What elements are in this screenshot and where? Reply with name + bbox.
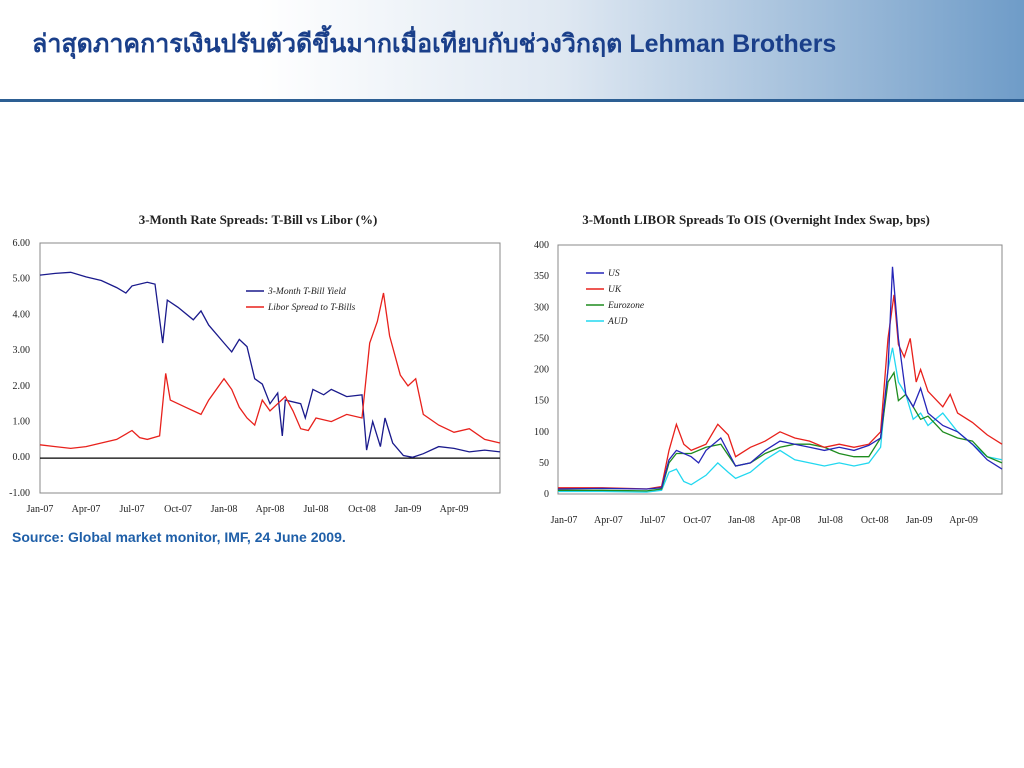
- y-tick-label: 250: [534, 333, 549, 344]
- series-line-libor-spread: [39, 292, 501, 450]
- plot-frame: [39, 242, 501, 494]
- y-tick-label: 1.00: [13, 417, 31, 428]
- x-tick-label: Apr-07: [594, 515, 623, 526]
- y-tick-label: 4.00: [13, 309, 31, 320]
- x-tick-label: Oct-07: [683, 515, 711, 526]
- x-tick-label: Apr-07: [72, 504, 101, 515]
- x-tick-label: Oct-08: [861, 515, 889, 526]
- y-tick-label: 6.00: [13, 238, 31, 249]
- y-tick-label: 100: [534, 427, 549, 438]
- legend: US UK Eurozone AUD: [586, 269, 644, 327]
- x-tick-label: Apr-08: [256, 504, 285, 515]
- series-line-uk: [558, 294, 1003, 490]
- x-tick-label: Jan-07: [551, 515, 578, 526]
- y-tick-label: 150: [534, 396, 549, 407]
- y-tick-label: 5.00: [13, 274, 31, 285]
- legend-label-aud: AUD: [607, 317, 628, 327]
- x-tick-label: Jan-08: [211, 504, 238, 515]
- x-tick-label: Oct-08: [348, 504, 376, 515]
- x-tick-label: Oct-07: [164, 504, 192, 515]
- header-band: [0, 0, 1024, 100]
- series-line-eurozone: [558, 370, 1003, 492]
- x-tick-label: Jan-07: [27, 504, 54, 515]
- y-tick-label: 0: [544, 489, 549, 500]
- chart-title: 3-Month LIBOR Spreads To OIS (Overnight …: [582, 212, 930, 227]
- legend-label-libor: Libor Spread to T-Bills: [267, 303, 356, 313]
- slide-title: ล่าสุดภาคการเงินปรับตัวดีขึ้นมากเมื่อเที…: [32, 30, 837, 58]
- x-tick-label: Apr-08: [772, 515, 801, 526]
- y-tick-label: 3.00: [13, 345, 31, 356]
- y-tick-label: 300: [534, 302, 549, 313]
- x-tick-label: Jan-09: [395, 504, 422, 515]
- y-tick-label: -1.00: [9, 488, 30, 499]
- x-tick-label: Jul-07: [120, 504, 145, 515]
- legend: 3-Month T-Bill Yield Libor Spread to T-B…: [246, 287, 356, 313]
- source-note: Source: Global market monitor, IMF, 24 J…: [12, 529, 346, 545]
- x-tick-label: Apr-09: [949, 515, 978, 526]
- chart-tbill-libor: 3-Month Rate Spreads: T-Bill vs Libor (%…: [9, 212, 501, 515]
- x-tick-label: Apr-09: [440, 504, 469, 515]
- x-axis-ticks: Jan-07 Apr-07 Jul-07 Oct-07 Jan-08 Apr-0…: [551, 515, 978, 526]
- chart-title: 3-Month Rate Spreads: T-Bill vs Libor (%…: [139, 212, 378, 227]
- legend-label-uk: UK: [608, 285, 622, 295]
- x-tick-label: Jul-08: [818, 515, 843, 526]
- series-line-aud: [558, 347, 1003, 493]
- x-tick-label: Jan-09: [906, 515, 933, 526]
- y-tick-label: 350: [534, 271, 549, 282]
- y-tick-label: 200: [534, 365, 549, 376]
- y-axis-ticks: 400 350 300 250 200 150 100 50 0: [534, 240, 549, 500]
- legend-label-us: US: [608, 269, 620, 279]
- y-tick-label: 400: [534, 240, 549, 251]
- plot-frame: [557, 244, 1003, 495]
- x-tick-label: Jul-07: [640, 515, 665, 526]
- x-tick-label: Jul-08: [304, 504, 329, 515]
- x-tick-label: Jan-08: [728, 515, 755, 526]
- header-divider: [0, 99, 1024, 102]
- series-line-us: [557, 266, 1003, 490]
- y-axis-ticks: 6.00 5.00 4.00 3.00 2.00 1.00 0.00 -1.00: [9, 238, 30, 499]
- y-tick-label: 0.00: [13, 452, 31, 463]
- legend-label-tbill: 3-Month T-Bill Yield: [267, 287, 346, 297]
- y-tick-label: 50: [539, 458, 549, 469]
- y-tick-label: 2.00: [13, 381, 31, 392]
- series-line-tbill-yield: [39, 271, 501, 458]
- legend-label-eurozone: Eurozone: [607, 301, 644, 311]
- chart-libor-ois: 3-Month LIBOR Spreads To OIS (Overnight …: [534, 212, 1003, 526]
- x-axis-ticks: Jan-07 Apr-07 Jul-07 Oct-07 Jan-08 Apr-0…: [27, 504, 469, 515]
